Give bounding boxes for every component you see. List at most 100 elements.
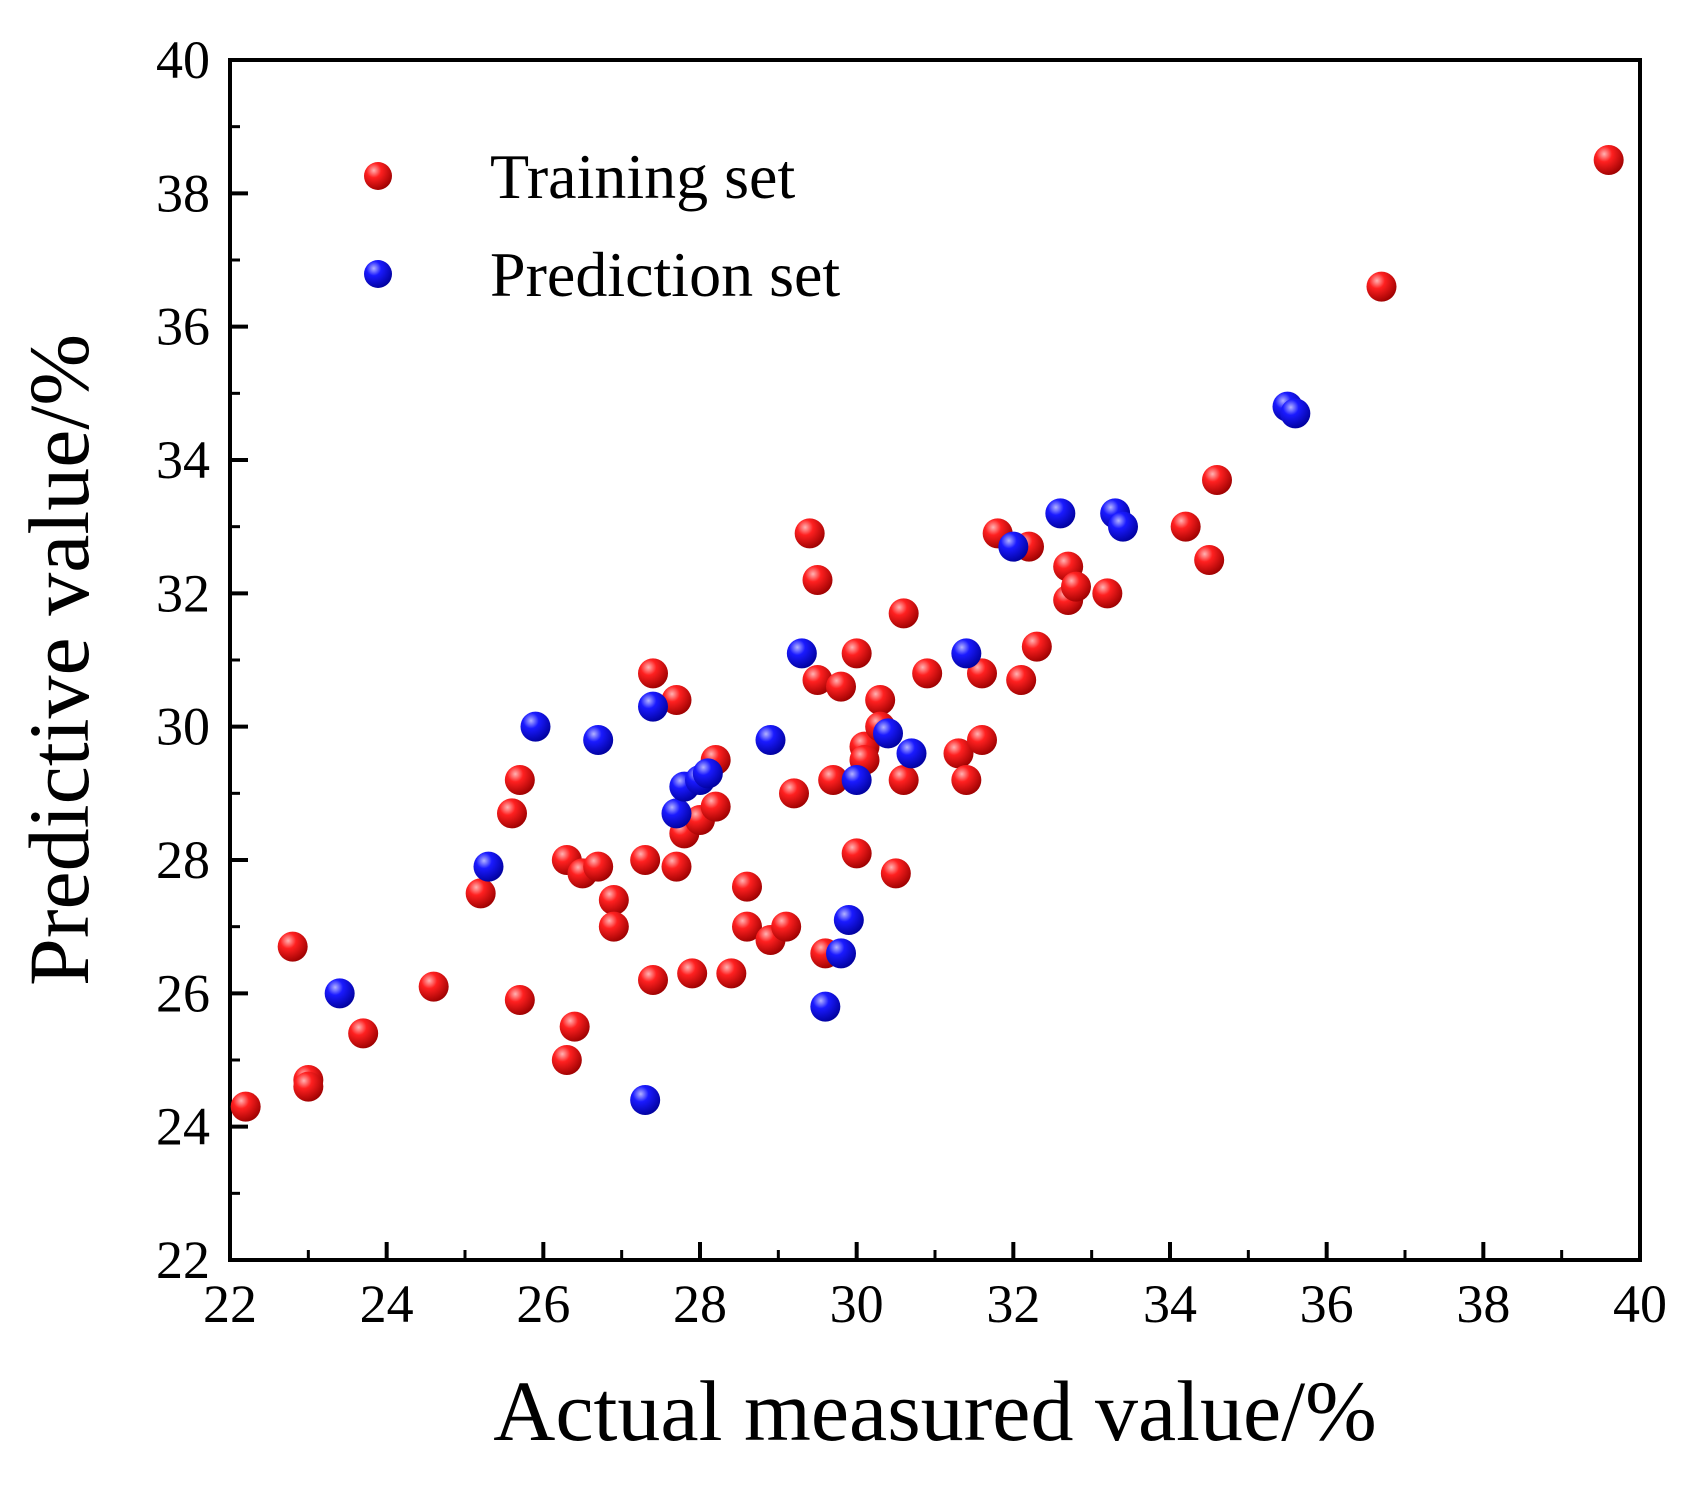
prediction-point <box>873 718 903 749</box>
y-axis-title: Predictive value/% <box>11 334 107 986</box>
x-tick-label: 26 <box>516 1274 570 1334</box>
training-point <box>732 911 762 942</box>
y-tick-label: 38 <box>156 163 210 223</box>
training-point <box>951 765 982 795</box>
x-tick-label: 28 <box>673 1274 727 1334</box>
training-point <box>598 885 629 915</box>
training-point <box>293 1071 324 1102</box>
axis-ticks <box>228 58 1642 1262</box>
prediction-point <box>630 1085 661 1115</box>
training-point <box>661 851 692 882</box>
training-point <box>1366 271 1397 302</box>
y-tick-label: 28 <box>156 830 210 890</box>
legend-label-training: Training set <box>490 141 795 212</box>
training-point <box>912 658 943 689</box>
training-point <box>1092 578 1123 609</box>
training-point <box>700 791 731 822</box>
training-point <box>967 725 997 755</box>
legend-label-prediction: Prediction set <box>490 239 840 310</box>
training-point <box>230 1091 261 1122</box>
y-tick-label: 24 <box>156 1097 210 1157</box>
training-point <box>598 911 629 942</box>
y-tick-label: 26 <box>156 963 210 1023</box>
prediction-point <box>826 938 856 969</box>
prediction-point <box>638 691 668 722</box>
training-point <box>732 871 762 902</box>
x-tick-label: 32 <box>986 1274 1040 1334</box>
training-point <box>841 838 872 869</box>
training-point <box>277 931 308 962</box>
training-point <box>418 971 449 1002</box>
x-tick-label: 34 <box>1143 1274 1197 1334</box>
axis-tick-labels: 22 24 26 28 30 32 34 36 38 40 22 24 26 28 30 32 34 36 38 40 <box>156 30 1667 1334</box>
training-point <box>771 911 802 942</box>
x-tick-label: 22 <box>203 1274 257 1334</box>
prediction-point <box>810 991 841 1022</box>
training-point <box>638 658 668 689</box>
training-point <box>826 671 856 702</box>
training-point <box>794 518 825 549</box>
training-point <box>841 638 872 669</box>
training-point <box>1021 631 1052 662</box>
prediction-point <box>1108 511 1138 542</box>
x-axis-title: Actual measured value/% <box>493 1363 1377 1459</box>
prediction-point <box>951 638 982 669</box>
x-tick-label: 40 <box>1613 1274 1667 1334</box>
training-point <box>779 778 809 809</box>
training-point <box>504 765 535 795</box>
training-point <box>497 798 527 829</box>
training-point <box>583 851 614 882</box>
training-point <box>880 858 911 889</box>
x-tick-label: 36 <box>1300 1274 1354 1334</box>
plot-frame <box>228 58 1642 1262</box>
y-tick-label: 40 <box>156 30 210 90</box>
training-point <box>1061 571 1091 602</box>
training-point <box>677 958 708 989</box>
training-point <box>1194 545 1225 575</box>
prediction-point <box>1045 498 1076 529</box>
prediction-point <box>473 851 504 882</box>
legend: Training set Prediction set <box>364 141 840 310</box>
training-point <box>716 958 747 989</box>
y-tick-label: 36 <box>156 297 210 357</box>
y-tick-label: 30 <box>156 697 210 757</box>
training-point <box>638 965 668 995</box>
training-point <box>1170 511 1201 542</box>
training-point <box>465 878 496 909</box>
prediction-point <box>998 531 1029 562</box>
y-tick-label: 32 <box>156 563 210 623</box>
y-tick-label: 34 <box>156 430 210 490</box>
training-point <box>1006 665 1037 695</box>
training-point <box>865 685 896 715</box>
prediction-point <box>583 725 614 755</box>
data-points <box>230 145 1624 1122</box>
training-point <box>943 738 974 769</box>
training-point <box>559 1011 590 1042</box>
prediction-point <box>755 725 786 755</box>
x-tick-label: 38 <box>1456 1274 1510 1334</box>
legend-marker-prediction <box>364 260 392 288</box>
training-point <box>888 598 919 629</box>
x-tick-label: 24 <box>360 1274 414 1334</box>
training-point <box>1202 465 1232 495</box>
prediction-point <box>520 711 551 742</box>
prediction-point <box>896 738 927 769</box>
prediction-point <box>841 765 872 795</box>
training-point <box>348 1018 379 1049</box>
training-point <box>661 685 692 715</box>
training-point <box>802 565 833 595</box>
prediction-point <box>786 638 817 669</box>
legend-marker-training <box>364 162 392 190</box>
prediction-point <box>1280 398 1311 429</box>
prediction-point <box>692 758 723 789</box>
training-point <box>630 845 661 875</box>
training-point <box>504 985 535 1015</box>
prediction-point <box>833 905 864 935</box>
prediction-point <box>324 978 355 1009</box>
training-point <box>1593 145 1624 175</box>
x-tick-label: 30 <box>830 1274 884 1334</box>
training-point <box>818 765 849 795</box>
training-point <box>551 1045 582 1075</box>
training-point <box>888 765 919 795</box>
